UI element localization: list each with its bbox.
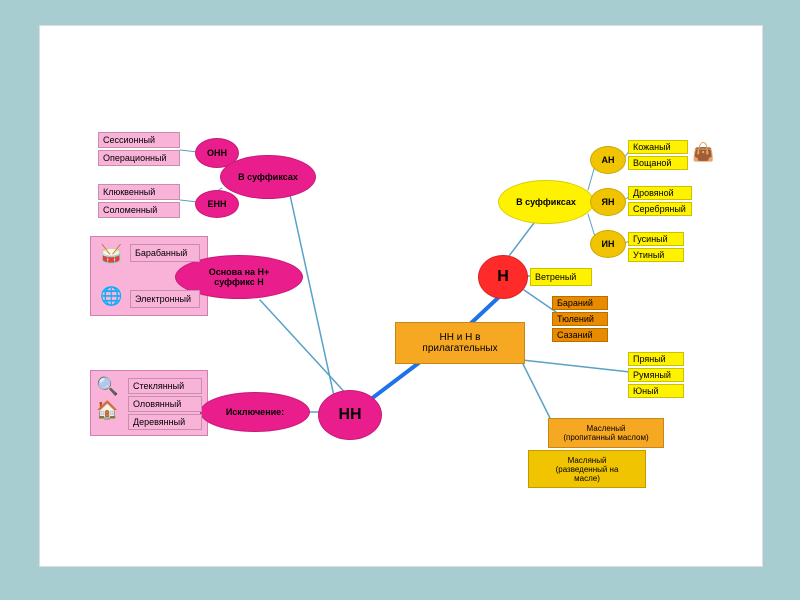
node-enn: ЕНН: [195, 190, 239, 218]
node-nn: НН: [318, 390, 382, 440]
example-dere: Деревянный: [128, 414, 202, 430]
example-tyul: Тюлений: [552, 312, 608, 326]
node-an: АН: [590, 146, 626, 174]
node-yan: ЯН: [590, 188, 626, 216]
node-n: Н: [478, 255, 528, 299]
diagram-canvas: ОННЕННВ суффиксахОснова на Н+ суффикс НИ…: [0, 0, 800, 600]
block-central: НН и Н в прилагательных: [395, 322, 525, 364]
block-maslya: Масляный (разведенный на масле): [528, 450, 646, 488]
example-utin: Утиный: [628, 248, 684, 262]
example-sere: Серебряный: [628, 202, 692, 216]
example-saza: Сазаний: [552, 328, 608, 342]
example-vetr: Ветреный: [530, 268, 592, 286]
decorative-icon: 👜: [692, 142, 714, 163]
example-bara2: Бараний: [552, 296, 608, 310]
example-koza: Кожаный: [628, 140, 688, 154]
decorative-icon: 🥁: [100, 244, 122, 265]
node-iskl: Исключение:: [200, 392, 310, 432]
example-solo: Соломенный: [98, 202, 180, 218]
decorative-icon: 🔍: [96, 376, 118, 397]
example-stek: Стеклянный: [128, 378, 202, 394]
node-in: ИН: [590, 230, 626, 258]
decorative-icon: 🏠: [96, 400, 118, 421]
block-maslen: Масленый (пропитанный маслом): [548, 418, 664, 448]
example-rumy: Румяный: [628, 368, 684, 382]
node-suffR: В суффиксах: [498, 180, 594, 224]
example-drov: Дровяной: [628, 186, 692, 200]
example-sess: Сессионный: [98, 132, 180, 148]
example-kluk: Клюквенный: [98, 184, 180, 200]
decorative-icon: 🌐: [100, 286, 122, 307]
example-bara: Барабанный: [130, 244, 200, 262]
node-suffL: В суффиксах: [220, 155, 316, 199]
example-yuny: Юный: [628, 384, 684, 398]
example-elek: Электронный: [130, 290, 200, 308]
example-gusi: Гусиный: [628, 232, 684, 246]
example-prya: Пряный: [628, 352, 684, 366]
example-oper: Операционный: [98, 150, 180, 166]
example-olov: Оловянный: [128, 396, 202, 412]
example-vosh: Вощаной: [628, 156, 688, 170]
